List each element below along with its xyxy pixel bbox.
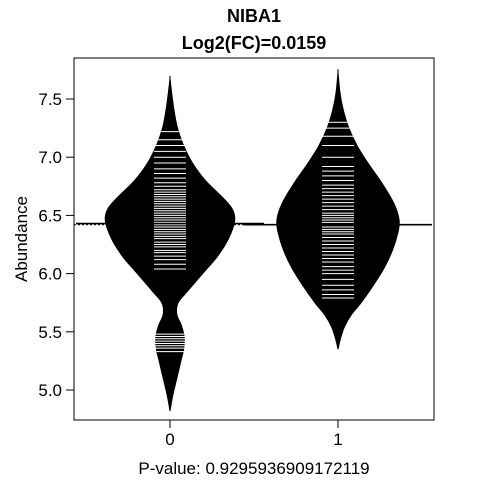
y-tick-label: 5.0 [38, 381, 62, 400]
plot-area [74, 69, 434, 412]
chart-subtitle: Log2(FC)=0.0159 [182, 33, 327, 53]
bean-shape-0 [104, 75, 236, 412]
y-tick-label: 7.5 [38, 90, 62, 109]
y-axis-label: Abundance [12, 196, 31, 282]
y-tick-label: 6.5 [38, 206, 62, 225]
y-tick-label: 7.0 [38, 148, 62, 167]
y-axis: 5.0 5.5 6.0 6.5 7.0 7.5 [38, 90, 75, 400]
x-tick-label: 0 [165, 430, 174, 449]
chart-title: NIBA1 [227, 6, 281, 26]
y-tick-label: 5.5 [38, 323, 62, 342]
x-tick-label: 1 [333, 430, 342, 449]
x-axis-label: P-value: 0.9295936909172119 [138, 459, 369, 478]
y-tick-label: 6.0 [38, 265, 62, 284]
